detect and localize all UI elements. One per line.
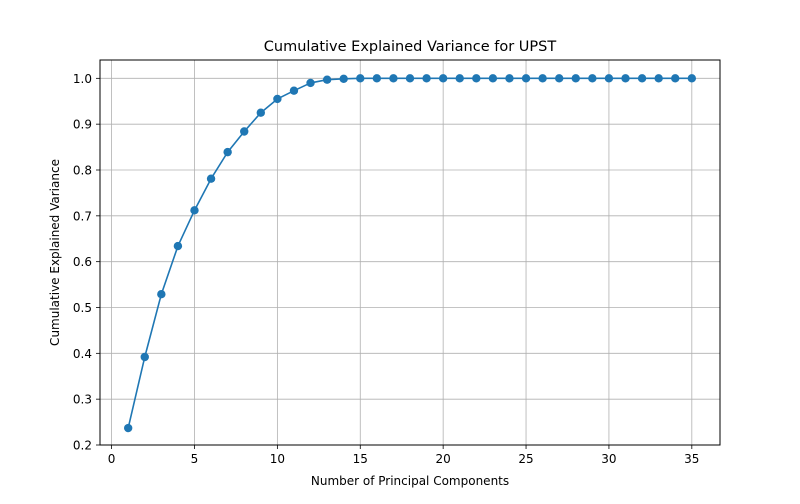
data-point <box>687 74 697 83</box>
y-tick-label: 0.5 <box>73 301 92 315</box>
data-point <box>273 94 282 104</box>
x-tick-label: 15 <box>353 452 368 466</box>
data-point <box>422 74 431 83</box>
y-tick-label: 0.2 <box>73 439 92 453</box>
y-tick-label: 1.0 <box>73 72 92 86</box>
data-point <box>356 74 365 83</box>
data-point <box>588 74 597 83</box>
data-point <box>505 74 514 83</box>
y-tick-label: 0.3 <box>73 393 92 407</box>
data-point <box>621 74 630 83</box>
data-point <box>256 108 266 117</box>
data-point <box>654 74 663 83</box>
x-tick-label: 20 <box>436 452 451 466</box>
data-point <box>538 74 547 83</box>
y-tick-label: 0.8 <box>73 164 92 178</box>
data-point <box>339 74 348 83</box>
data-point <box>554 74 564 83</box>
x-axis-label: Number of Principal Components <box>311 474 509 488</box>
plot-area-frame <box>99 59 721 446</box>
y-tick-label: 0.4 <box>73 347 92 361</box>
y-axis-label: Cumulative Explained Variance <box>48 159 62 346</box>
data-point <box>571 74 580 83</box>
y-tick-label: 0.9 <box>73 118 92 132</box>
data-point <box>438 74 448 83</box>
data-point <box>372 74 382 83</box>
x-tick-label: 5 <box>191 452 199 466</box>
grid-lines <box>100 60 720 446</box>
data-point <box>637 74 647 83</box>
y-tick-label: 0.6 <box>73 255 92 269</box>
series-layer <box>123 74 697 433</box>
x-tick-label: 30 <box>601 452 616 466</box>
x-tick-label: 0 <box>108 452 116 466</box>
data-point <box>389 74 398 83</box>
data-point <box>322 75 332 84</box>
data-point <box>289 86 299 95</box>
x-tick-label: 10 <box>270 452 285 466</box>
data-point <box>455 74 464 83</box>
data-point <box>306 78 315 88</box>
data-point <box>488 74 498 83</box>
data-point <box>123 423 133 433</box>
data-point <box>405 74 415 83</box>
data-point <box>190 206 199 215</box>
data-point <box>472 74 481 83</box>
data-point <box>604 74 614 83</box>
data-point <box>671 74 680 83</box>
y-tick-label: 0.7 <box>73 209 92 223</box>
x-tick-label: 35 <box>684 452 699 466</box>
data-point <box>173 241 183 251</box>
series-line <box>127 77 692 429</box>
data-point <box>240 127 249 136</box>
data-point <box>157 290 166 299</box>
data-point <box>140 352 149 362</box>
data-point <box>223 147 232 157</box>
axis-ticks: 0 5 10 15 20 25 30 35 0.2 0.3 0.4 0.5 0.6 0.7 0.8 0.9 1.… <box>73 72 700 466</box>
chart-title: Cumulative Explained Variance for UPST <box>264 39 557 55</box>
data-point <box>206 174 216 183</box>
data-point <box>521 74 531 83</box>
x-tick-label: 25 <box>518 452 533 466</box>
